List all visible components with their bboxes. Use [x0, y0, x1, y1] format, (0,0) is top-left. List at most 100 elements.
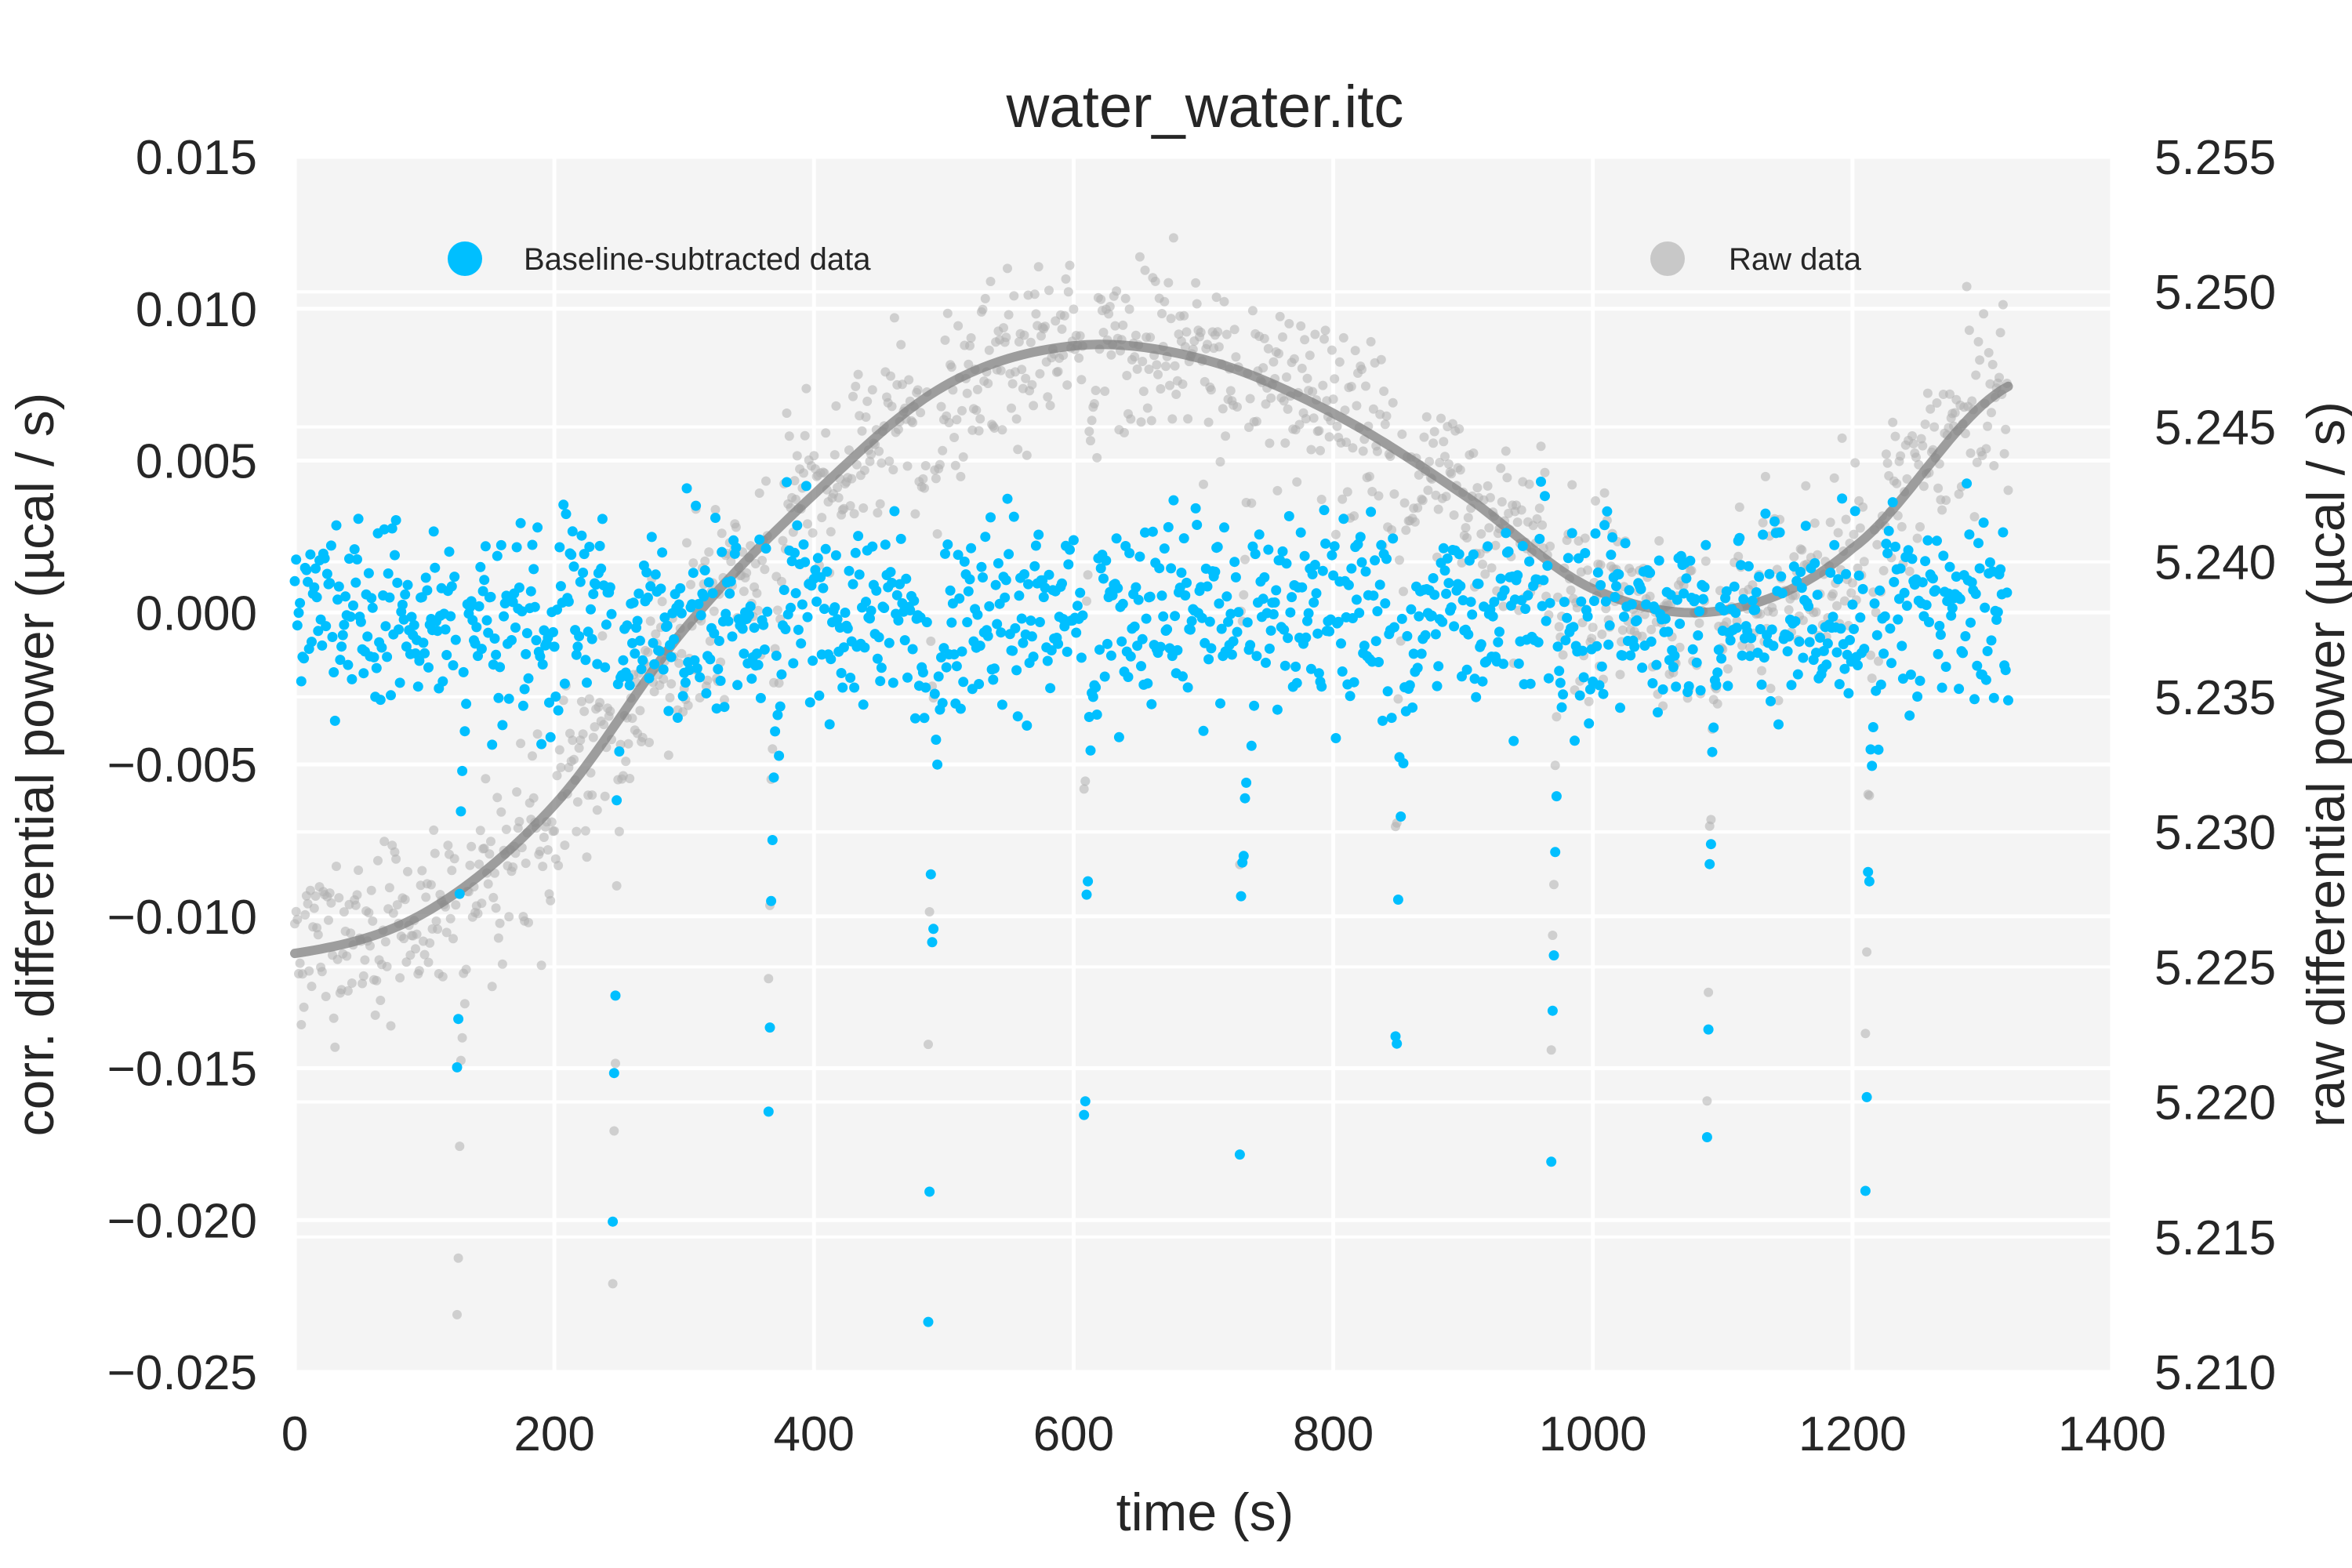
- corrected-data-point: [1738, 593, 1749, 604]
- corrected-data-point: [1619, 612, 1629, 622]
- raw-data-point: [1152, 360, 1162, 370]
- corrected-data-point: [1580, 548, 1591, 558]
- raw-data-point: [1912, 533, 1922, 543]
- corrected-data-point: [510, 622, 521, 633]
- raw-data-point: [295, 958, 305, 968]
- raw-data-point: [1809, 518, 1820, 528]
- corrected-data-point: [1646, 636, 1657, 647]
- raw-data-point: [1841, 514, 1851, 524]
- corrected-data-point: [521, 628, 532, 639]
- raw-data-point: [778, 535, 788, 546]
- corrected-data-point: [1691, 657, 1702, 668]
- raw-data-point: [705, 636, 715, 646]
- raw-data-point: [1478, 559, 1487, 569]
- corrected-data-point: [804, 697, 815, 708]
- raw-data-point: [1686, 565, 1697, 575]
- raw-data-point: [1410, 517, 1420, 527]
- corrected-data-point: [1311, 588, 1322, 599]
- corrected-data-point: [962, 617, 973, 628]
- corrected-data-point: [1354, 608, 1365, 619]
- corrected-data-point: [1921, 600, 1932, 611]
- raw-data-point: [964, 359, 974, 369]
- raw-data-point: [1112, 286, 1122, 296]
- raw-data-point: [417, 866, 427, 876]
- y-tick-label-right: 5.220: [2154, 1076, 2276, 1131]
- raw-data-point: [710, 505, 720, 514]
- corrected-data-point: [990, 579, 1001, 590]
- raw-data-point: [1675, 642, 1685, 652]
- corrected-data-point: [830, 550, 841, 561]
- raw-data-point: [1361, 381, 1370, 391]
- raw-data-point: [307, 982, 317, 992]
- corrected-data-point: [1879, 611, 1890, 622]
- raw-data-point: [1463, 513, 1473, 523]
- raw-data-point: [978, 304, 988, 314]
- raw-data-point: [666, 679, 677, 689]
- corrected-data-point: [1392, 895, 1403, 905]
- corrected-data-point: [744, 609, 754, 620]
- corrected-data-point: [1295, 527, 1306, 538]
- corrected-data-point: [291, 554, 302, 565]
- raw-data-point: [940, 335, 950, 345]
- raw-data-point: [358, 971, 368, 981]
- corrected-data-point: [802, 612, 813, 622]
- corrected-data-point: [1430, 629, 1441, 640]
- raw-data-point: [1021, 373, 1031, 383]
- corrected-data-point: [1755, 624, 1766, 634]
- corrected-data-point: [1584, 684, 1595, 695]
- corrected-data-point: [493, 692, 504, 703]
- corrected-data-point: [673, 599, 684, 610]
- corrected-data-point: [353, 514, 364, 524]
- corrected-data-point: [1040, 583, 1051, 593]
- raw-data-point: [1439, 437, 1449, 447]
- raw-data-point: [1219, 296, 1229, 307]
- corrected-data-point: [1737, 650, 1748, 661]
- corrected-data-point: [865, 613, 875, 624]
- corrected-data-point: [1599, 520, 1610, 531]
- corrected-data-point: [1512, 570, 1523, 581]
- corrected-data-point: [985, 512, 996, 523]
- corrected-data-point: [1242, 617, 1253, 628]
- corrected-data-point: [1812, 590, 1823, 601]
- corrected-data-point: [449, 572, 460, 583]
- raw-data-point: [1053, 366, 1063, 376]
- corrected-data-point: [1356, 557, 1367, 568]
- raw-data-point: [497, 959, 507, 969]
- corrected-data-point: [872, 653, 883, 664]
- raw-data-point: [704, 547, 714, 557]
- corrected-data-point: [924, 1186, 935, 1197]
- corrected-data-point: [1471, 691, 1482, 702]
- corrected-data-point: [1019, 569, 1029, 579]
- corrected-data-point: [567, 526, 578, 537]
- corrected-data-point: [301, 564, 312, 575]
- corrected-data-point: [884, 637, 895, 648]
- corrected-data-point: [1249, 700, 1260, 711]
- raw-data-point: [1076, 375, 1087, 385]
- corrected-data-point: [1190, 503, 1201, 514]
- raw-data-point: [364, 908, 374, 918]
- corrected-data-point: [1559, 597, 1570, 608]
- corrected-data-point: [310, 563, 321, 574]
- raw-data-point: [847, 474, 857, 484]
- raw-data-point: [924, 1040, 933, 1050]
- y-tick-label-right: 5.245: [2154, 401, 2276, 455]
- raw-data-point: [1168, 233, 1178, 243]
- raw-data-point: [2003, 485, 2013, 495]
- raw-data-point: [1881, 449, 1891, 459]
- raw-data-point: [1100, 387, 1110, 396]
- corrected-data-point: [1398, 758, 1409, 768]
- corrected-data-point: [866, 605, 877, 616]
- raw-data-point: [574, 743, 584, 753]
- corrected-data-point: [1955, 593, 1965, 604]
- corrected-data-point: [1142, 678, 1153, 689]
- corrected-data-point: [1263, 544, 1274, 555]
- raw-data-point: [554, 861, 564, 870]
- corrected-data-point: [709, 628, 720, 639]
- raw-data-point: [492, 793, 503, 803]
- raw-data-point: [1486, 563, 1497, 573]
- corrected-data-point: [978, 572, 988, 583]
- raw-data-point: [833, 482, 843, 492]
- raw-data-point: [808, 528, 818, 538]
- raw-data-point: [720, 695, 729, 705]
- corrected-data-point: [384, 592, 395, 603]
